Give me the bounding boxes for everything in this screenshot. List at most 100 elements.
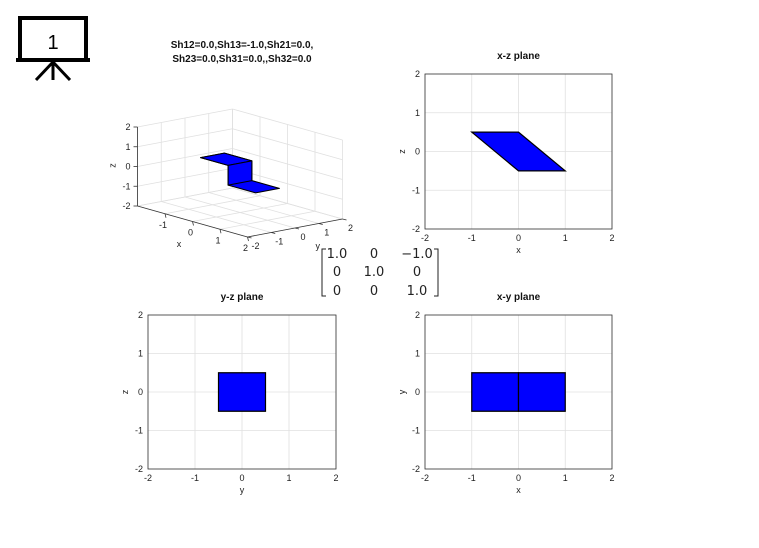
axes-frame (147, 314, 337, 470)
matrix-cell: −1.0 (401, 247, 433, 262)
x-tick-label: 0 (188, 228, 193, 238)
y-tick-label: -1 (275, 237, 283, 247)
y-axis-label: z (120, 389, 130, 394)
x-tick-label: -1 (191, 473, 199, 483)
x-tick-label: 0 (516, 233, 521, 243)
y-tick-label: -1 (412, 185, 420, 195)
x-tick-label: 1 (215, 235, 220, 245)
shape-polygon (217, 372, 267, 412)
grid-line-floor (184, 196, 296, 229)
y-tick-label: 0 (300, 232, 305, 242)
y-tick-label: 2 (415, 69, 420, 79)
plot-title: x-z plane (497, 51, 540, 62)
axes-frame (424, 314, 613, 470)
matrix-bracket-right (434, 248, 439, 297)
x-tick-label: -2 (421, 233, 429, 243)
x-axis-label: x (516, 485, 521, 495)
z-tick-label: 1 (125, 142, 130, 152)
x-tick-label: -1 (468, 233, 476, 243)
x-tick-label: -2 (144, 473, 152, 483)
y-tick-label: 0 (415, 387, 420, 397)
shape-polygon (471, 372, 520, 412)
matrix-cell: 0 (370, 247, 378, 262)
y-tick-label: 1 (415, 349, 420, 359)
z-tick-label: 0 (125, 162, 130, 172)
z-tick-label: 2 (125, 122, 130, 132)
x-tick-label: 0 (239, 473, 244, 483)
matrix-cell: 0 (370, 284, 378, 299)
grid-line-side-wall (137, 108, 233, 128)
presentation-board-icon[interactable]: 1 (16, 16, 90, 82)
grid-line-back-wall (232, 148, 343, 180)
y-tick-label: 2 (138, 310, 143, 320)
y-tick-label: 1 (415, 108, 420, 118)
grid-line-floor (232, 187, 343, 220)
plot3d-title-line1: Sh12=0.0,Sh13=-1.0,Sh21=0.0, (171, 40, 314, 51)
solid-face (227, 160, 253, 186)
y-tick-label: 1 (324, 228, 329, 238)
x-tick-label: 2 (609, 233, 614, 243)
matrix-bracket-left (321, 248, 326, 297)
y-tick-label: 0 (415, 147, 420, 157)
axes-frame (424, 73, 613, 230)
y-tick-label: 0 (138, 387, 143, 397)
x-tick-label: 1 (563, 233, 568, 243)
y-tick-label: -2 (412, 464, 420, 474)
matrix-cell: 0 (333, 265, 341, 280)
z-tick-label: -1 (122, 181, 130, 191)
plot-title: x-y plane (497, 292, 541, 303)
y-tick-label: -2 (135, 464, 143, 474)
grid-line-floor (219, 210, 316, 230)
x-tick-mark (247, 236, 249, 242)
z-tick-label: -2 (122, 201, 130, 211)
y-axis-label: y (316, 241, 321, 251)
grid-line-side-wall (137, 128, 233, 148)
z-axis-label: z (108, 163, 118, 168)
plot-xz-plane: -2 -1 0 1 2 -2 -1 0 1 2 x z x-z plane (397, 51, 615, 255)
x-tick-mark (164, 213, 167, 218)
x-tick-label: 2 (333, 473, 338, 483)
x-tick-mark (219, 229, 222, 234)
x-tick-label: -2 (421, 473, 429, 483)
x-tick-label: 0 (516, 473, 521, 483)
matrix-cell: 0 (333, 284, 341, 299)
matrix-cell: 1.0 (407, 284, 428, 299)
x-tick-mark (192, 221, 194, 226)
x-axis-label: x (177, 239, 182, 249)
y-tick-mark (318, 223, 323, 225)
y-tick-label: -1 (135, 426, 143, 436)
y-tick-mark (342, 218, 347, 221)
x-axis-label: y (240, 485, 245, 495)
y-axis-label: z (397, 149, 407, 154)
matrix-cell: 1.0 (327, 247, 348, 262)
x-tick-label: -1 (159, 220, 167, 230)
x-tick-label: 1 (286, 473, 291, 483)
y-tick-label: -1 (412, 426, 420, 436)
y-tick-label: -2 (412, 224, 420, 234)
badge-number: 1 (47, 32, 58, 54)
y-tick-label: 1 (138, 349, 143, 359)
x-tick-label: 1 (563, 473, 568, 483)
y-tick-mark (271, 232, 276, 234)
x-tick-label: 2 (243, 243, 248, 253)
x-axis-label: x (516, 245, 521, 255)
y-tick-label: 2 (415, 310, 420, 320)
shape-polygon (470, 131, 567, 172)
grid-line-back-wall (232, 128, 343, 161)
plot-title: y-z plane (221, 292, 264, 303)
grid-line-back-wall (232, 108, 343, 141)
plot3d-title-line2: Sh23=0.0,Sh31=0.0,,Sh32=0.0 (172, 54, 312, 65)
shape-polygon (517, 372, 566, 412)
plot-yz-plane: -2 -1 0 1 2 -2 -1 0 1 2 y z y-z plane (120, 292, 339, 495)
plot-xy-plane: -2 -1 0 1 2 -2 -1 0 1 2 x y x-y plane (397, 292, 615, 495)
matrix-cell: 0 (413, 265, 421, 280)
x-tick-label: -1 (468, 473, 476, 483)
x-tick-label: 2 (609, 473, 614, 483)
matrix-cell: 1.0 (364, 265, 385, 280)
y-tick-label: 2 (348, 223, 353, 233)
grid-line-side-wall (137, 148, 233, 167)
y-tick-mark (247, 236, 252, 239)
shear-matrix: 1.0 0 −1.0 0 1.0 0 0 0 1.0 (321, 247, 439, 299)
